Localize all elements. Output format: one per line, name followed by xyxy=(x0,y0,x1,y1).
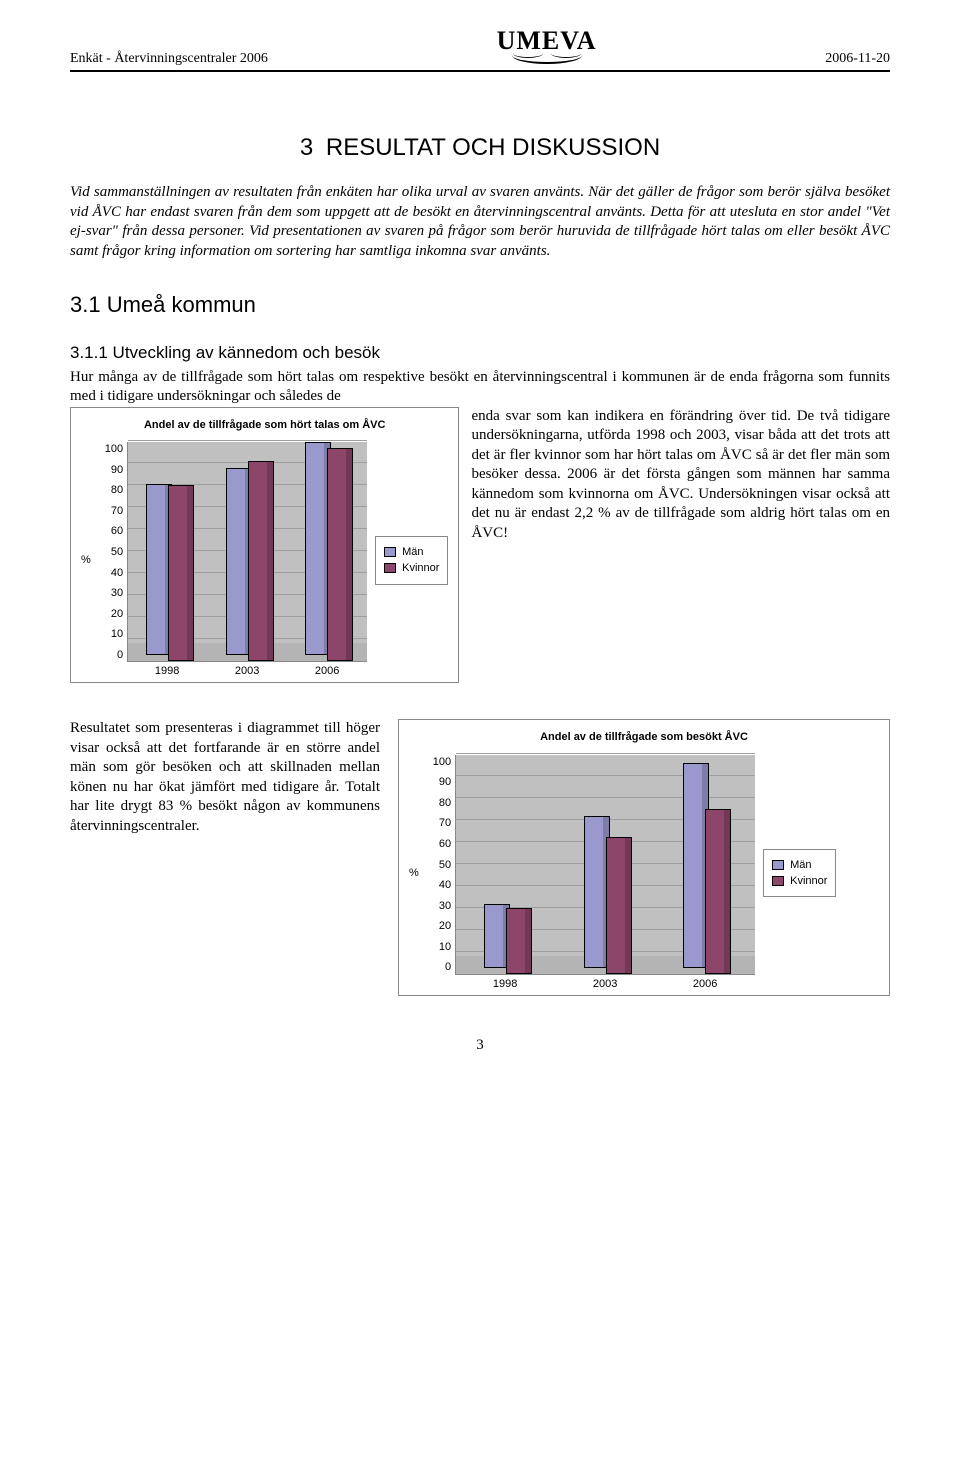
y-tick: 60 xyxy=(111,524,123,538)
y-tick: 30 xyxy=(111,586,123,600)
x-tick: 1998 xyxy=(493,977,517,991)
bar xyxy=(248,461,274,661)
y-tick: 100 xyxy=(433,755,451,769)
x-tick: 2003 xyxy=(235,664,259,678)
legend-swatch xyxy=(384,547,396,557)
y-tick: 40 xyxy=(111,566,123,580)
chart2-side-text: Resultatet som presenteras i diagrammet … xyxy=(70,719,380,836)
chart2-title: Andel av de tillfrågade som besökt ÅVC xyxy=(409,730,879,744)
y-tick: 90 xyxy=(439,775,451,789)
chart2-y-axis: 1009080706050403020100 xyxy=(433,755,455,975)
page-header: Enkät - Återvinningscentraler 2006 UMEVA… xyxy=(70,28,890,72)
y-tick: 0 xyxy=(117,648,123,662)
y-tick: 10 xyxy=(439,940,451,954)
chart1-side-text: enda svar som kan indikera en förändring… xyxy=(471,407,890,544)
chart2-box: Andel av de tillfrågade som besökt ÅVC %… xyxy=(398,719,890,996)
legend-label: Kvinnor xyxy=(402,561,439,575)
bar xyxy=(168,485,194,661)
legend-swatch xyxy=(772,860,784,870)
chart1-title: Andel av de tillfrågade som hört talas o… xyxy=(81,418,448,432)
subsection-title: 3.1 Umeå kommun xyxy=(70,291,890,320)
y-tick: 10 xyxy=(111,627,123,641)
logo-underline-icon xyxy=(512,54,582,64)
chart2-row: Resultatet som presenteras i diagrammet … xyxy=(70,719,890,996)
y-tick: 0 xyxy=(445,960,451,974)
bar xyxy=(705,809,731,974)
y-tick: 30 xyxy=(439,899,451,913)
x-tick: 2006 xyxy=(693,977,717,991)
legend-item: Kvinnor xyxy=(772,874,827,888)
y-tick: 60 xyxy=(439,837,451,851)
chart1-box: Andel av de tillfrågade som hört talas o… xyxy=(70,407,459,684)
y-tick: 20 xyxy=(439,919,451,933)
chart1-x-axis: 1998 2003 2006 xyxy=(127,664,367,678)
chart1-y-label: % xyxy=(81,553,91,567)
chart1-legend: Män Kvinnor xyxy=(375,536,448,585)
page-number: 3 xyxy=(70,1036,890,1056)
intro-paragraph: Vid sammanställningen av resultaten från… xyxy=(70,183,890,261)
legend-item: Kvinnor xyxy=(384,561,439,575)
logo-text: UMEVA xyxy=(497,26,597,55)
section-title: 3 RESULTAT OCH DISKUSSION xyxy=(70,132,890,163)
bar xyxy=(506,908,532,974)
y-tick: 100 xyxy=(105,442,123,456)
x-tick: 1998 xyxy=(155,664,179,678)
legend-label: Män xyxy=(790,858,811,872)
x-tick: 2003 xyxy=(593,977,617,991)
chart1-plot xyxy=(127,442,367,662)
subsection-number: 3.1 xyxy=(70,292,101,317)
chart1-and-text-row: Andel av de tillfrågade som hört talas o… xyxy=(70,407,890,684)
chart2-legend: Män Kvinnor xyxy=(763,849,836,898)
chart2-x-axis: 1998 2003 2006 xyxy=(455,977,755,991)
chart1-y-axis: 1009080706050403020100 xyxy=(105,442,127,662)
y-tick: 80 xyxy=(111,483,123,497)
y-tick: 40 xyxy=(439,878,451,892)
subsubsection-number: 3.1.1 xyxy=(70,343,108,362)
header-left: Enkät - Återvinningscentraler 2006 xyxy=(70,50,268,68)
lead-paragraph: Hur många av de tillfrågade som hört tal… xyxy=(70,368,890,407)
y-tick: 50 xyxy=(111,545,123,559)
section-title-text: RESULTAT OCH DISKUSSION xyxy=(326,134,660,161)
y-tick: 80 xyxy=(439,796,451,810)
subsubsection-title: 3.1.1 Utveckling av kännedom och besök xyxy=(70,342,890,364)
bar xyxy=(327,448,353,661)
legend-item: Män xyxy=(384,545,439,559)
chart2-y-label: % xyxy=(409,866,419,880)
section-number: 3 xyxy=(300,134,313,161)
header-right: 2006-11-20 xyxy=(825,50,890,68)
y-tick: 70 xyxy=(439,816,451,830)
y-tick: 50 xyxy=(439,858,451,872)
subsection-text: Umeå kommun xyxy=(107,292,256,317)
legend-swatch xyxy=(772,876,784,886)
x-tick: 2006 xyxy=(315,664,339,678)
subsubsection-text: Utveckling av kännedom och besök xyxy=(113,343,380,362)
y-tick: 20 xyxy=(111,607,123,621)
y-tick: 90 xyxy=(111,463,123,477)
legend-label: Kvinnor xyxy=(790,874,827,888)
logo: UMEVA xyxy=(497,28,597,68)
legend-item: Män xyxy=(772,858,827,872)
legend-label: Män xyxy=(402,545,423,559)
legend-swatch xyxy=(384,563,396,573)
y-tick: 70 xyxy=(111,504,123,518)
bar xyxy=(606,837,632,973)
chart2-plot xyxy=(455,755,755,975)
